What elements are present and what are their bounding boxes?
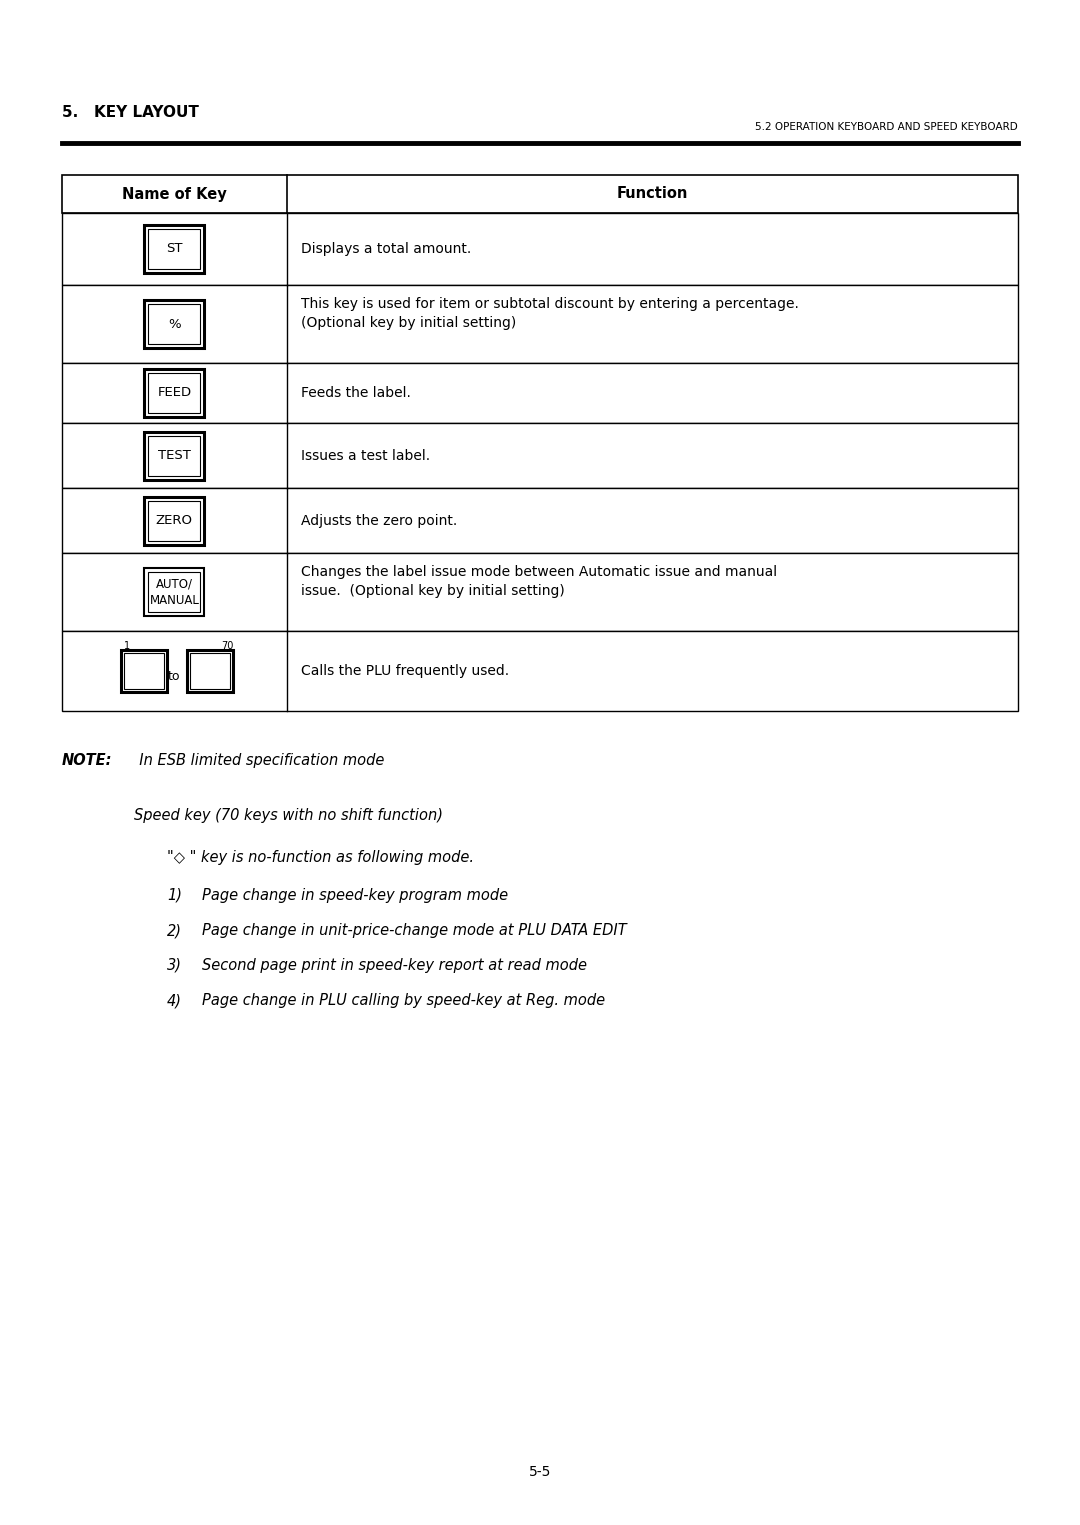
Bar xyxy=(187,650,233,692)
Text: This key is used for item or subtotal discount by entering a percentage.
(Option: This key is used for item or subtotal di… xyxy=(300,297,798,331)
Text: Displays a total amount.: Displays a total amount. xyxy=(300,242,471,256)
Text: 1: 1 xyxy=(124,640,131,651)
Bar xyxy=(62,363,1018,422)
Text: Calls the PLU frequently used.: Calls the PLU frequently used. xyxy=(300,663,509,679)
Bar xyxy=(62,285,1018,363)
Text: to: to xyxy=(168,671,180,683)
Bar xyxy=(62,214,1018,285)
Bar xyxy=(148,500,200,540)
Text: TEST: TEST xyxy=(158,448,191,462)
Bar xyxy=(148,374,200,413)
Text: Changes the label issue mode between Automatic issue and manual
issue.  (Optiona: Changes the label issue mode between Aut… xyxy=(300,564,777,598)
Bar xyxy=(62,422,1018,488)
Bar xyxy=(145,369,204,416)
Bar xyxy=(148,229,200,268)
Text: "◇ " key is no-function as following mode.: "◇ " key is no-function as following mod… xyxy=(167,849,474,865)
Bar xyxy=(145,300,204,348)
Text: Page change in unit-price-change mode at PLU DATA EDIT: Page change in unit-price-change mode at… xyxy=(202,923,626,938)
Bar xyxy=(145,567,204,616)
Text: AUTO/
MANUAL: AUTO/ MANUAL xyxy=(149,578,200,607)
Bar xyxy=(148,572,200,612)
Bar xyxy=(62,631,1018,711)
Bar xyxy=(148,303,200,345)
Bar xyxy=(62,488,1018,554)
Text: Second page print in speed-key report at read mode: Second page print in speed-key report at… xyxy=(202,958,588,973)
Text: NOTE:: NOTE: xyxy=(62,753,112,769)
Bar xyxy=(190,653,230,689)
Text: 1): 1) xyxy=(167,888,183,903)
Text: 4): 4) xyxy=(167,993,183,1008)
Text: 5.   KEY LAYOUT: 5. KEY LAYOUT xyxy=(62,105,199,120)
Text: 5-5: 5-5 xyxy=(529,1466,551,1479)
Text: 5.2 OPERATION KEYBOARD AND SPEED KEYBOARD: 5.2 OPERATION KEYBOARD AND SPEED KEYBOAR… xyxy=(755,122,1018,133)
Text: ST: ST xyxy=(166,242,183,256)
Text: FEED: FEED xyxy=(158,386,191,400)
Bar xyxy=(62,175,1018,214)
Bar xyxy=(145,226,204,273)
Text: Feeds the label.: Feeds the label. xyxy=(300,386,410,400)
Bar xyxy=(145,497,204,544)
Text: In ESB limited specification mode: In ESB limited specification mode xyxy=(130,753,384,769)
Text: Page change in PLU calling by speed-key at Reg. mode: Page change in PLU calling by speed-key … xyxy=(202,993,605,1008)
Bar xyxy=(145,432,204,479)
Bar xyxy=(62,554,1018,631)
Text: ZERO: ZERO xyxy=(156,514,193,528)
Bar xyxy=(148,436,200,476)
Bar xyxy=(121,650,167,692)
Text: %: % xyxy=(168,317,180,331)
Text: 2): 2) xyxy=(167,923,183,938)
Bar xyxy=(124,653,164,689)
Text: Page change in speed-key program mode: Page change in speed-key program mode xyxy=(202,888,508,903)
Text: Speed key (70 keys with no shift function): Speed key (70 keys with no shift functio… xyxy=(134,808,443,824)
Text: Name of Key: Name of Key xyxy=(122,186,227,201)
Text: Adjusts the zero point.: Adjusts the zero point. xyxy=(300,514,457,528)
Text: 70: 70 xyxy=(221,640,233,651)
Text: 3): 3) xyxy=(167,958,183,973)
Text: Function: Function xyxy=(617,186,688,201)
Text: Issues a test label.: Issues a test label. xyxy=(300,448,430,462)
